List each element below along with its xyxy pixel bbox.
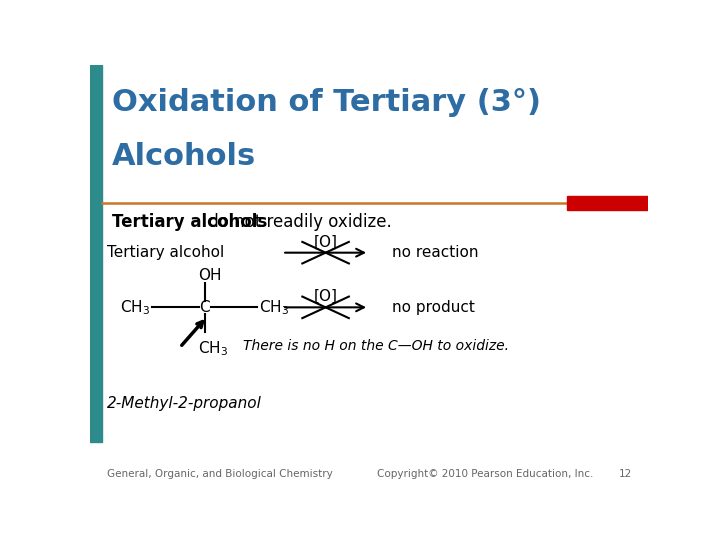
Text: [O]: [O] [314, 234, 338, 249]
Bar [90, 65, 102, 442]
Text: no reaction: no reaction [392, 245, 479, 260]
Bar [567, 195, 648, 210]
Text: [O]: [O] [314, 289, 338, 304]
Text: General, Organic, and Biological Chemistry: General, Organic, and Biological Chemist… [107, 469, 333, 479]
Text: do not readily oxidize.: do not readily oxidize. [203, 213, 392, 232]
Text: 12: 12 [619, 469, 632, 479]
Text: Tertiary alcohols: Tertiary alcohols [112, 213, 267, 232]
Text: $\mathregular{CH_3}$: $\mathregular{CH_3}$ [120, 298, 150, 316]
Text: Tertiary alcohol: Tertiary alcohol [107, 245, 225, 260]
Text: OH: OH [199, 267, 222, 282]
Text: There is no H on the C—OH to oxidize.: There is no H on the C—OH to oxidize. [243, 339, 510, 353]
Text: C: C [199, 300, 210, 315]
Text: no product: no product [392, 300, 475, 315]
Text: Oxidation of Tertiary (3°): Oxidation of Tertiary (3°) [112, 88, 541, 117]
Text: $\mathregular{CH_3}$: $\mathregular{CH_3}$ [259, 298, 289, 316]
Text: $\mathregular{CH_3}$: $\mathregular{CH_3}$ [199, 340, 229, 359]
Text: Copyright© 2010 Pearson Education, Inc.: Copyright© 2010 Pearson Education, Inc. [377, 469, 593, 479]
Text: 2-Methyl-2-propanol: 2-Methyl-2-propanol [107, 396, 262, 411]
Text: Alcohols: Alcohols [112, 142, 256, 171]
